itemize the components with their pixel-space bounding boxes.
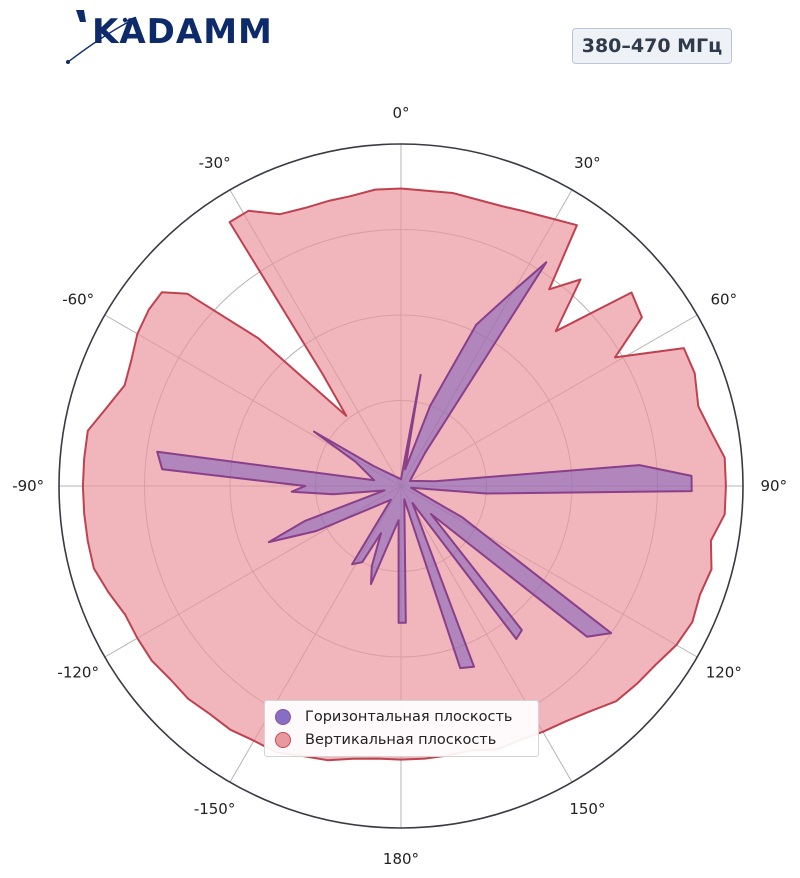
angle-tick-label: 0° <box>392 104 409 122</box>
series-horizontal-plane <box>156 261 693 670</box>
logo-end-dot <box>66 60 70 64</box>
legend-item-horizontal: Горизонтальная плоскость <box>275 705 528 728</box>
angle-tick-label: -90° <box>12 477 44 495</box>
angle-tick-label: 30° <box>574 154 601 172</box>
logo-mark <box>76 10 86 22</box>
angle-tick-label: -30° <box>199 154 231 172</box>
legend-marker-vertical <box>275 731 291 748</box>
chart-legend: Горизонтальная плоскость Вертикальная пл… <box>264 700 539 757</box>
angle-tick-label: -150° <box>194 800 236 818</box>
brand-name: KADAMM <box>92 12 273 52</box>
legend-label-vertical: Вертикальная плоскость <box>305 731 497 748</box>
logo-swoosh <box>67 16 137 63</box>
kadamm-logo <box>66 10 137 64</box>
angle-tick-label: -60° <box>62 291 94 309</box>
legend-item-vertical: Вертикальная плоскость <box>275 728 528 751</box>
legend-label-horizontal: Горизонтальная плоскость <box>305 708 513 725</box>
angle-tick-label: -120° <box>57 663 99 681</box>
angle-tick-labels: 0° 30° 60° 90° 120° 150° 180° -150° -120° -90° -60… <box>12 104 787 868</box>
frequency-band-badge: 380–470 МГц <box>572 28 732 64</box>
angle-tick-label: 180° <box>383 850 419 868</box>
polar-series <box>81 187 727 762</box>
legend-marker-horizontal <box>275 708 291 725</box>
angle-tick-label: 90° <box>761 477 788 495</box>
angle-tick-label: 60° <box>711 291 738 309</box>
logo-dot <box>122 17 128 23</box>
polar-outer-ring <box>58 143 744 829</box>
angle-tick-label: 120° <box>706 663 742 681</box>
angle-tick-label: 150° <box>569 800 605 818</box>
